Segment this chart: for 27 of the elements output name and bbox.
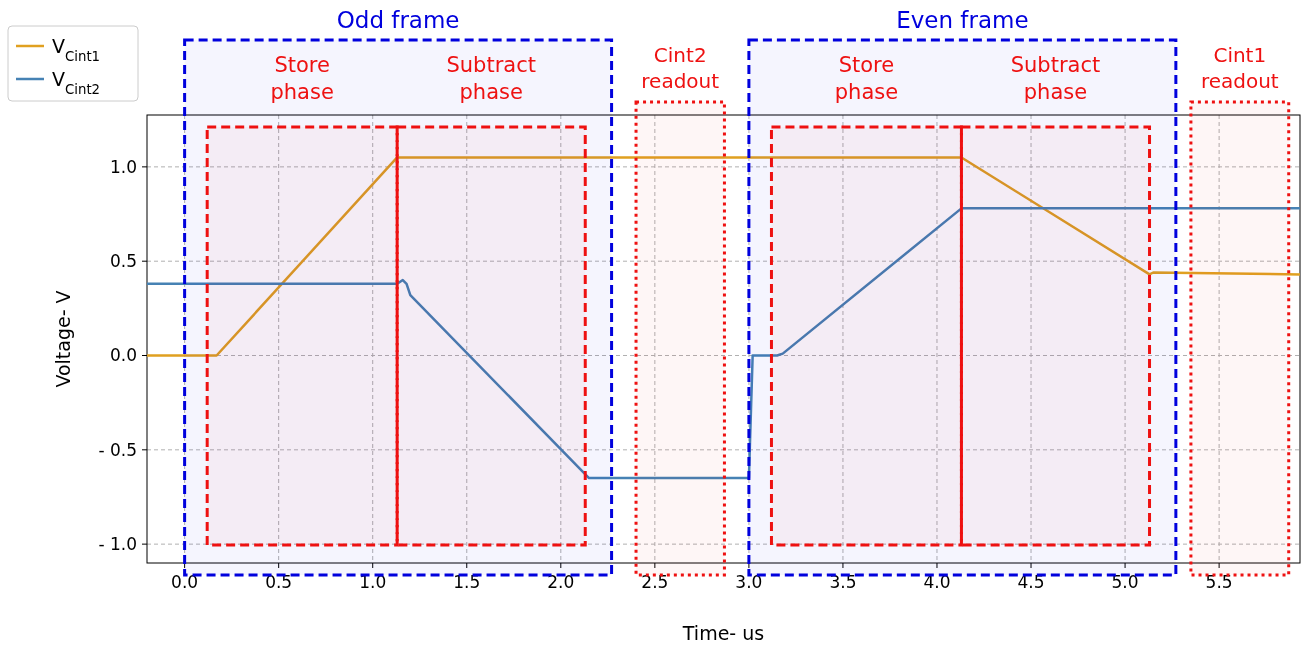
x-tick-label: 5.5 xyxy=(1205,572,1233,592)
legend-label: V$_{Cint2}$ xyxy=(52,67,101,97)
band-label: Even frame xyxy=(896,7,1029,33)
y-tick-label: - 1.0 xyxy=(98,534,137,555)
band-label: Odd frame xyxy=(336,7,460,33)
y-tick-label: 0.5 xyxy=(109,251,137,272)
x-tick-label: 3.0 xyxy=(735,572,763,592)
y-tick-label: 1.0 xyxy=(109,156,137,177)
x-tick-label: 0.5 xyxy=(265,572,293,592)
legend-label: V$_{Cint1}$ xyxy=(52,34,101,64)
x-tick-label: 2.5 xyxy=(641,572,669,592)
band-label: Subtract phase xyxy=(1010,53,1101,105)
line-series xyxy=(145,207,1302,480)
line-series xyxy=(145,156,1302,357)
y-axis-title: Voltage- V xyxy=(52,290,74,388)
band-label: Subtract phase xyxy=(446,53,536,105)
x-tick-label: 5.0 xyxy=(1111,572,1139,592)
x-axis-title: Time- us xyxy=(681,622,765,644)
x-tick-label: 0.0 xyxy=(171,572,199,592)
y-tick-label: 0.0 xyxy=(109,345,137,366)
band-label: Cint2 readout xyxy=(641,43,720,93)
x-tick-label: 3.5 xyxy=(829,572,857,592)
x-tick-label: 2.0 xyxy=(547,572,575,592)
band-label: Store phase xyxy=(270,53,334,105)
band-label: Store phase xyxy=(834,53,899,105)
band-label: Cint1 readout xyxy=(1200,43,1279,93)
y-tick-label: - 0.5 xyxy=(98,439,137,460)
